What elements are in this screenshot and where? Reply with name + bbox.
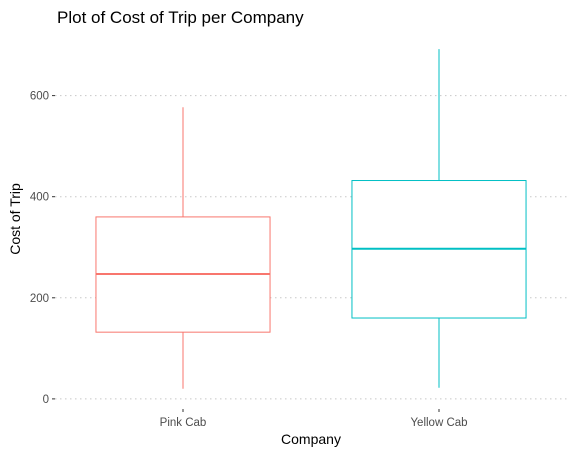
y-axis-ticks: 0 200 400 600 (30, 91, 55, 406)
boxplots (95, 49, 527, 389)
y-tick-label-400: 400 (30, 192, 49, 204)
boxplot-pink-cab (95, 107, 271, 389)
y-axis-title: Cost of Trip (7, 183, 23, 255)
chart-title: Plot of Cost of Trip per Company (57, 8, 304, 27)
y-tick-label-600: 600 (30, 91, 49, 103)
y-tick-label-200: 200 (30, 293, 49, 305)
x-axis-title: Company (281, 431, 341, 447)
y-tick-label-0: 0 (43, 394, 49, 406)
boxplot-yellow-cab (351, 49, 527, 388)
x-axis-ticks: Pink Cab Yellow Cab (160, 409, 468, 429)
x-tick-label-yellow-cab: Yellow Cab (410, 417, 467, 429)
x-tick-label-pink-cab: Pink Cab (160, 417, 207, 429)
